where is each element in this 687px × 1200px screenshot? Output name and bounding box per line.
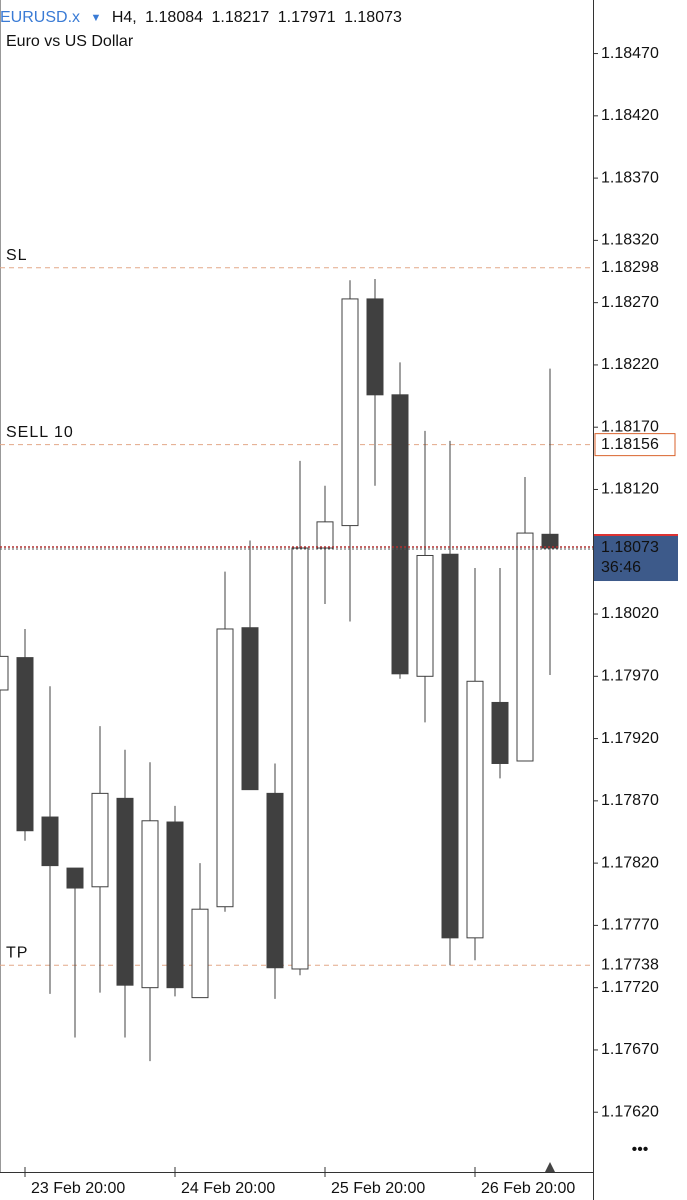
level-name: TP (6, 944, 28, 961)
candle-body (391, 394, 409, 675)
symbol-dropdown[interactable]: ▼ (90, 12, 101, 24)
candle-body (0, 655, 9, 691)
chart-header: EURUSD.x ▼ H4, 1.18084 1.18217 1.17971 1… (0, 9, 402, 26)
symbol[interactable]: EURUSD.x (0, 9, 80, 26)
candle-body (416, 554, 434, 677)
plot (0, 267, 593, 1062)
level-price: 1.18156 (601, 436, 659, 453)
candle-body (516, 532, 534, 762)
candle-body (91, 792, 109, 888)
candle-body (316, 521, 334, 549)
y-tick-label: 1.18370 (601, 169, 659, 186)
overlay: 1.18470 1.18420 1.18370 1.18320 1.18270 1.182… (6, 45, 678, 1197)
y-tick-label: 1.17670 (601, 1041, 659, 1058)
y-tick-label: 1.18170 (601, 418, 659, 435)
x-tick-label: 24 Feb 20:00 (181, 1180, 275, 1197)
ohlc-low: 1.17971 (278, 9, 336, 26)
ohlc-high: 1.18217 (211, 9, 269, 26)
candle-body (366, 298, 384, 396)
candle-body (216, 628, 234, 908)
candle-body (166, 821, 184, 989)
candle-body (16, 657, 34, 832)
chart-subtitle: Euro vs US Dollar (6, 33, 134, 50)
level-price: 1.18298 (601, 259, 659, 276)
current-candle-marker (545, 1162, 555, 1172)
y-tick-label: 1.18220 (601, 356, 659, 373)
candle-body (266, 792, 284, 969)
level-name: SL (6, 247, 28, 264)
y-tick-label: 1.18020 (601, 605, 659, 622)
candle-body (116, 797, 134, 986)
y-tick-label: 1.17770 (601, 917, 659, 934)
current-price-box (594, 535, 678, 582)
y-tick-label: 1.18270 (601, 294, 659, 311)
y-tick-label: 1.17970 (601, 668, 659, 685)
candle-body (41, 816, 59, 867)
y-tick-label: 1.18420 (601, 107, 659, 124)
y-tick-label: 1.18120 (601, 481, 659, 498)
candle-body (191, 908, 209, 999)
y-tick-label: 1.18470 (601, 45, 659, 62)
y-tick-label: 1.17870 (601, 792, 659, 809)
y-tick-label: 1.17620 (601, 1103, 659, 1120)
candle-body (66, 867, 84, 889)
more-menu[interactable]: ••• (632, 1141, 649, 1158)
candle-body (291, 547, 309, 970)
current-price-label: 1.18073 (601, 539, 659, 556)
x-tick-label: 23 Feb 20:00 (31, 1180, 125, 1197)
candle-body (141, 820, 159, 989)
countdown: 36:46 (601, 559, 641, 576)
y-tick-label: 1.17920 (601, 730, 659, 747)
candle-body (491, 701, 509, 764)
x-tick-label: 25 Feb 20:00 (331, 1180, 425, 1197)
y-tick-label: 1.17820 (601, 854, 659, 871)
candle-body (441, 553, 459, 939)
level-price: 1.17738 (601, 956, 659, 973)
level-name: SELL 10 (6, 424, 74, 441)
candle-body (341, 298, 359, 527)
y-tick-label: 1.17720 (601, 979, 659, 996)
ohlc-open: 1.18084 (145, 9, 203, 26)
x-tick-label: 26 Feb 20:00 (481, 1180, 575, 1197)
timeframe: H4, (112, 9, 137, 26)
ohlc-close: 1.18073 (344, 9, 402, 26)
level-price-box (594, 433, 676, 457)
y-tick-label: 1.18320 (601, 232, 659, 249)
candle-body (241, 627, 259, 791)
candle-body (466, 680, 484, 939)
candle-body (541, 533, 559, 549)
